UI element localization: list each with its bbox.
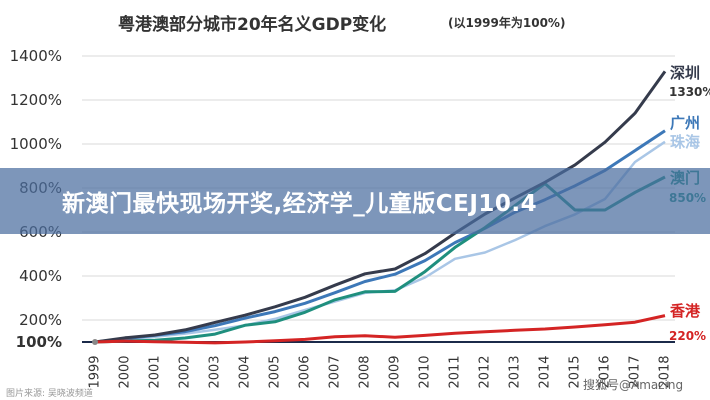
x-tick-label: 2006 bbox=[298, 355, 313, 388]
x-tick-label: 2016 bbox=[598, 355, 613, 388]
series-end-value: 220% bbox=[669, 329, 706, 343]
series-name-label: 广州 bbox=[670, 114, 700, 132]
y-tick-label: 100% bbox=[16, 333, 62, 351]
x-tick-label: 2009 bbox=[388, 355, 403, 388]
y-tick-label: 1000% bbox=[10, 135, 62, 153]
y-tick-label: 1200% bbox=[10, 91, 62, 109]
chart-title: 粤港澳部分城市20年名义GDP变化 bbox=[118, 15, 387, 35]
source-watermark: 图片来源: 吴晓波频道 bbox=[6, 389, 93, 399]
x-tick-label: 2005 bbox=[268, 355, 283, 388]
start-point bbox=[92, 339, 98, 345]
series-line-香港 bbox=[94, 314, 666, 345]
series-name-label: 香港 bbox=[670, 302, 701, 320]
x-tick-label: 2014 bbox=[538, 355, 553, 388]
x-tick-label: 2018 bbox=[658, 355, 673, 388]
chart-subtitle: (以1999年为100%) bbox=[448, 16, 566, 30]
x-tick-label: 2001 bbox=[148, 355, 163, 388]
series-name-label: 深圳 bbox=[670, 64, 700, 82]
x-tick-label: 2010 bbox=[418, 355, 433, 388]
x-tick-label: 2012 bbox=[478, 355, 493, 388]
x-tick-label: 2015 bbox=[568, 355, 583, 388]
series-line-深圳 bbox=[94, 70, 667, 344]
overlay-banner bbox=[0, 168, 710, 234]
series-end-value: 1330% bbox=[669, 85, 710, 99]
series-name-label: 珠海 bbox=[670, 133, 700, 151]
x-tick-label: 2000 bbox=[118, 355, 133, 388]
overlay-banner-text: 新澳门最快现场开奖,经济学_儿童版CEJ10.4 bbox=[62, 191, 538, 217]
y-tick-label: 400% bbox=[19, 267, 62, 285]
x-tick-label: 2003 bbox=[208, 355, 223, 388]
x-tick-label: 2002 bbox=[178, 355, 193, 388]
x-tick-label: 2007 bbox=[328, 355, 343, 388]
x-tick-label: 2013 bbox=[508, 355, 523, 388]
x-tick-label: 1999 bbox=[88, 355, 103, 388]
x-tick-label: 2017 bbox=[628, 355, 643, 388]
x-tick-label: 2011 bbox=[448, 355, 463, 388]
x-axis-tick-labels: 1999 2000 2001 2002 2003 2004 2005 2006 2007 2008… bbox=[88, 355, 673, 388]
x-tick-label: 2004 bbox=[238, 355, 253, 388]
x-tick-label: 2008 bbox=[358, 355, 373, 388]
y-tick-label: 1400% bbox=[10, 47, 62, 65]
sohu-watermark: 搜狐号@Amazing bbox=[583, 378, 684, 392]
y-tick-label: 200% bbox=[19, 311, 62, 329]
